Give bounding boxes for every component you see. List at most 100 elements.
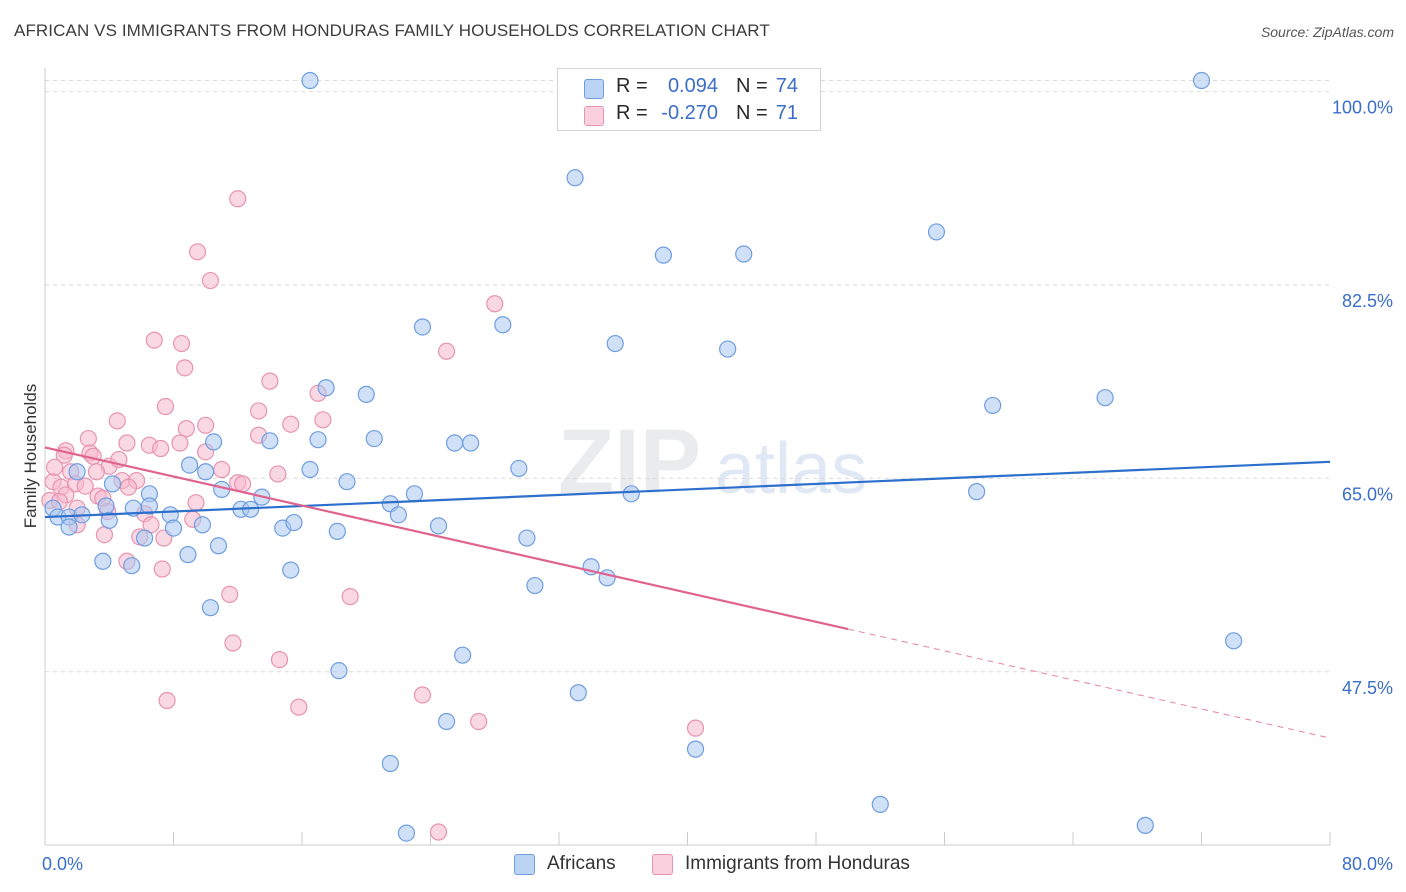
africans-swatch [584,79,604,99]
n-value: 71 [775,102,798,124]
honduras-point [176,359,194,377]
series-africans [44,71,1243,842]
africans-point [193,516,212,534]
honduras-point [290,698,308,716]
africans-point [526,576,544,595]
africans-point [437,712,456,731]
honduras-point [229,190,247,208]
honduras-point [201,271,220,290]
honduras-point [153,560,171,578]
africans-point [201,599,220,617]
africans-point [413,318,432,336]
x-tick-label: 80.0% [1342,854,1393,874]
gridlines [45,80,1330,673]
trend-lines [44,446,1331,739]
stats-legend: R = 0.094 N = 74 R = -0.270 N = 71 [557,68,821,131]
africans-point [97,497,115,515]
honduras-point [158,691,176,710]
honduras-point [79,429,97,448]
africans-point [1096,389,1114,407]
africans-point [60,518,78,536]
honduras-point [171,434,189,452]
stats-row-africans: R = 0.094 N = 74 [558,73,820,101]
honduras-point [76,477,94,495]
africans-point [606,334,624,353]
honduras-swatch [584,106,604,126]
honduras-point [486,295,504,313]
africans-point [494,316,512,334]
africans-point [389,506,407,524]
africans-swatch [514,854,535,875]
honduras-point [282,415,300,433]
r-label: R = [616,102,648,124]
honduras-point [87,463,106,481]
africans-trend-line [44,460,1331,519]
africans-point [984,396,1002,415]
africans-point [397,824,416,842]
africans-point [569,684,587,702]
honduras-point [314,411,332,429]
honduras-point [413,686,432,704]
africans-point [100,511,118,529]
africans-point [365,429,383,448]
honduras-point [119,478,138,496]
africans-point [381,754,399,773]
honduras-point [156,397,175,416]
africans-point [301,71,319,90]
honduras-point [269,465,287,483]
y-tick-label: 47.5% [1342,678,1393,698]
honduras-point [187,494,205,512]
y-tick-label: 100.0% [1332,98,1393,118]
africans-point [301,460,319,479]
honduras-point [177,420,195,438]
watermark-atlas: atlas [715,429,867,509]
honduras-point [341,588,359,606]
stats-row-honduras: R = -0.270 N = 71 [558,100,820,128]
y-axis-label: Family Households [21,384,40,529]
legend-label: Immigrants from Honduras [685,853,910,874]
honduras-point [270,651,289,669]
legend-label: Africans [547,853,616,874]
honduras-point [118,434,136,452]
honduras-point [224,634,242,652]
honduras-point [213,460,231,479]
honduras-point [470,712,488,731]
tick-labels: 47.5% 65.0% 82.5% 100.0% 0.0% 80.0% [42,98,1393,874]
n-label: N = [736,75,768,97]
honduras-point [108,412,126,430]
honduras-point [95,526,114,544]
y-tick-label: 82.5% [1342,291,1393,311]
africans-point [518,529,536,547]
honduras-point [686,719,705,737]
r-label: R = [616,75,648,97]
africans-point [328,522,346,541]
africans-point [123,557,141,575]
africans-point [285,513,303,532]
africans-point [622,485,640,503]
africans-point [164,519,183,537]
africans-point [357,385,375,403]
africans-point [454,646,472,664]
honduras-point [261,372,279,390]
africans-point [968,483,986,501]
africans-point [429,517,448,535]
africans-point [209,537,228,555]
africans-point [68,463,86,481]
honduras-swatch [652,854,673,875]
honduras-point [429,823,448,841]
r-value: 0.094 [667,75,718,97]
africans-point [405,485,424,503]
africans-point [871,795,889,813]
africans-point [686,740,705,758]
africans-point [927,223,946,241]
africans-point [94,552,112,570]
africans-point [510,459,528,478]
honduras-trend-extension [848,628,1331,739]
honduras-point [46,458,64,476]
axes [44,68,1331,846]
africans-point [282,561,300,579]
honduras-point [172,334,191,353]
africans-point [654,246,673,264]
africans-point [197,463,215,481]
africans-point [1136,816,1154,834]
